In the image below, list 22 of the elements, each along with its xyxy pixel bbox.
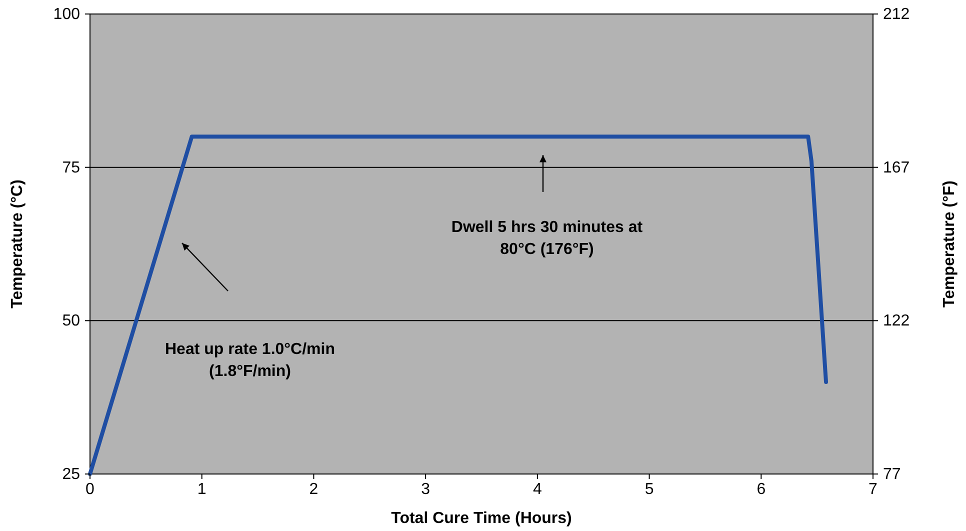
y2-tick-label: 212 bbox=[883, 6, 910, 23]
y-tick-label: 25 bbox=[62, 466, 80, 483]
y-tick-label: 50 bbox=[62, 312, 80, 330]
x-axis-title: Total Cure Time (Hours) bbox=[391, 510, 572, 527]
annotation: Heat up rate 1.0°C/min (1.8°F/min) bbox=[165, 341, 335, 380]
x-tick-label: 4 bbox=[532, 481, 542, 498]
y2-tick-label: 122 bbox=[883, 312, 910, 330]
x-tick-label: 7 bbox=[868, 481, 878, 498]
x-tick-label: 6 bbox=[756, 481, 766, 498]
y2-tick-label: 167 bbox=[883, 159, 910, 176]
x-tick-label: 1 bbox=[197, 481, 206, 498]
y2-axis-title: Temperature (°F) bbox=[941, 180, 958, 308]
y-tick-label: 75 bbox=[62, 159, 80, 176]
annotation: Dwell 5 hrs 30 minutes at 80°C (176°F) bbox=[451, 219, 644, 258]
x-tick-label: 3 bbox=[421, 481, 430, 498]
x-tick-label: 5 bbox=[644, 481, 654, 498]
y-tick-label: 100 bbox=[53, 6, 80, 23]
y-axis-title: Temperature (°C) bbox=[9, 180, 26, 308]
y2-tick-label: 77 bbox=[883, 466, 901, 483]
x-tick-label: 2 bbox=[309, 481, 318, 498]
line-series bbox=[88, 134, 828, 476]
x-tick-label: 0 bbox=[86, 481, 95, 498]
